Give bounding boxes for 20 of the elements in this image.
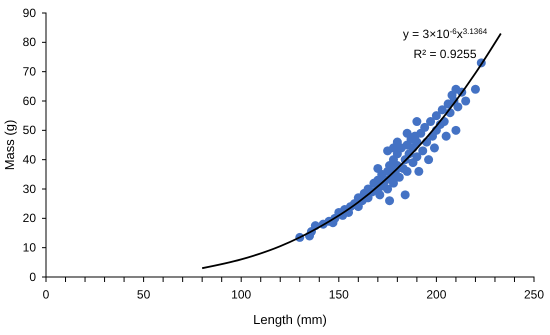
y-tick-label: 60 xyxy=(22,94,36,108)
x-tick-label: 250 xyxy=(524,288,544,302)
x-axis-title: Length (mm) xyxy=(253,312,327,327)
x-tick-label: 200 xyxy=(426,288,447,302)
y-tick-label: 70 xyxy=(22,64,36,79)
annotation: y = 3×10$^{-6}$x$^{3.1364}$ xyxy=(402,26,488,41)
y-tick-label: 0 xyxy=(29,270,36,284)
y-tick-label: 80 xyxy=(22,35,36,50)
y-tick-label: 90 xyxy=(22,6,36,20)
y-axis-title: Mass (g) xyxy=(2,120,17,170)
y-tick-label: 20 xyxy=(22,211,36,226)
x-tick-label: 50 xyxy=(136,288,151,302)
y-tick-label: 10 xyxy=(22,240,36,255)
y-tick-label: 30 xyxy=(22,182,36,196)
x-tick-label: 0 xyxy=(42,288,50,302)
y-tick-label: 50 xyxy=(22,123,36,138)
x-tick-label: 150 xyxy=(328,288,350,302)
annotation: R² = 0.9255 xyxy=(413,47,477,61)
y-tick-label: 40 xyxy=(22,152,36,167)
x-tick-label: 100 xyxy=(231,288,252,302)
